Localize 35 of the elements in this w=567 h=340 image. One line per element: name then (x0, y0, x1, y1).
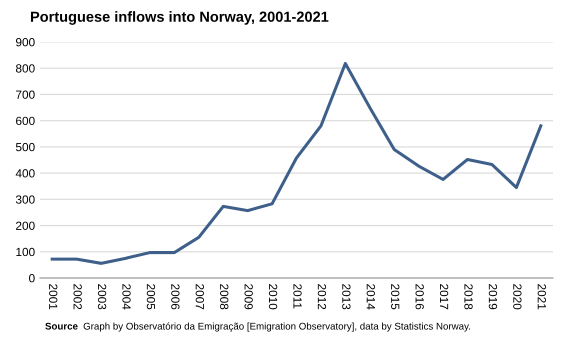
text: Graph by Observatório da Emigração [Emigration Observatory], data by Statistics Norway. (84, 322, 470, 332)
x-tick-label: 2001 (49, 284, 58, 310)
x-tick-label: 2014 (366, 284, 375, 310)
x-tick-label: 2017 (440, 284, 448, 310)
text: Source (45, 322, 78, 330)
x-tick-label: 2004 (122, 284, 131, 310)
x-tick-label: 2002 (73, 284, 82, 310)
x-tick-label: 2008 (220, 284, 228, 310)
x-tick-label: 2019 (488, 284, 498, 310)
y-tick-label: 700 (16, 90, 35, 99)
y-tick-label: 500 (16, 142, 35, 152)
line-series (50, 62, 542, 265)
x-tick-label: 2021 (538, 284, 546, 310)
y-tick-label: 400 (16, 169, 35, 178)
y-tick-label: 900 (16, 38, 35, 46)
y-tick-label: 0 (29, 274, 35, 282)
x-tick-label: 2013 (342, 284, 351, 310)
x-tick-label: 2009 (244, 284, 253, 310)
x-tick-label: 2005 (146, 284, 156, 310)
y-tick-label: 200 (16, 222, 35, 230)
x-tick-label: 2012 (318, 284, 326, 310)
x-tick-label: 2020 (513, 284, 522, 310)
y-tick-label: 100 (16, 248, 35, 256)
x-tick-label: 2016 (415, 284, 424, 310)
x-tick-label: 2015 (391, 284, 400, 310)
x-tick-label: 2006 (171, 284, 180, 310)
y-tick-label: 300 (16, 195, 35, 204)
x-tick-label: 2003 (98, 284, 106, 310)
y-tick-label: 800 (16, 64, 35, 73)
y-tick-label: 600 (16, 116, 35, 126)
x-tick-label: 2010 (268, 284, 278, 310)
x-tick-label: 2007 (196, 284, 204, 310)
x-tick-label: 2018 (464, 284, 473, 310)
x-tick-label: 2011 (293, 284, 302, 308)
chart-title: Portuguese inflows into Norway, 2001-2021 (30, 11, 328, 25)
